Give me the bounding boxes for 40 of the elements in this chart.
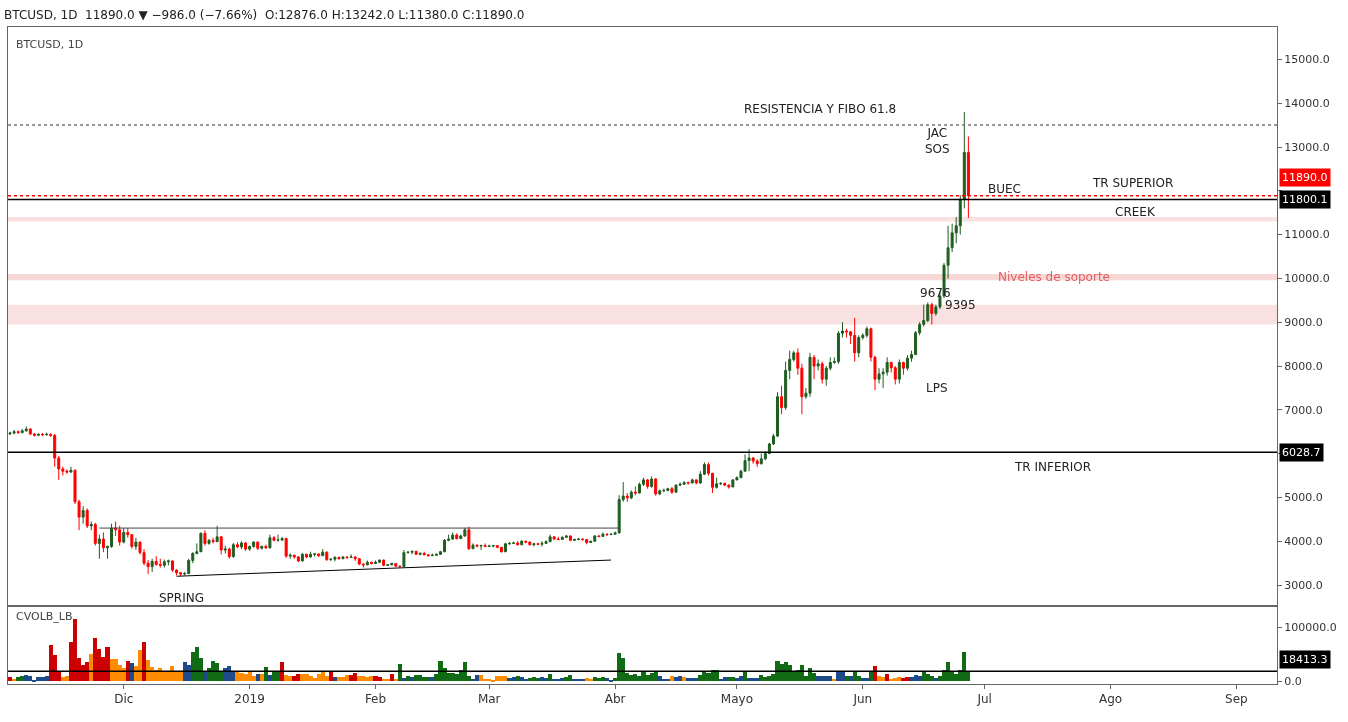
annotation: BUEC bbox=[988, 182, 1021, 196]
annotation: SPRING bbox=[159, 591, 205, 605]
y-tick-label: 3000.0 bbox=[1284, 578, 1323, 592]
band-label: Niveles de soporte bbox=[998, 270, 1110, 284]
y-tick-label: 14000.0 bbox=[1284, 97, 1330, 111]
annotation: TR SUPERIOR bbox=[1092, 176, 1174, 190]
annotation: RESISTENCIA Y FIBO 61.8 bbox=[744, 102, 897, 116]
x-tick-label: Dic bbox=[114, 692, 134, 707]
y-tick-label: 13000.0 bbox=[1284, 140, 1330, 154]
y-tick-label: 8000.0 bbox=[1284, 359, 1323, 373]
x-tick-label: Jun bbox=[852, 692, 873, 707]
y-tick-label: 5000.0 bbox=[1284, 491, 1323, 505]
ref-line-label: 11800.1 bbox=[1282, 193, 1328, 206]
x-tick-label: Feb bbox=[364, 692, 387, 707]
ref-line-label: 6028.7 bbox=[1282, 446, 1321, 459]
text: BTCUSD, 1D bbox=[16, 38, 84, 51]
ref-line-label: 11890.0 bbox=[1282, 171, 1328, 184]
x-tick-label: 2019 bbox=[234, 692, 265, 707]
x-tick-label: Sep bbox=[1225, 692, 1248, 707]
y-tick-label: 11000.0 bbox=[1284, 228, 1330, 242]
x-tick-label: Mar bbox=[477, 692, 501, 707]
x-tick-label: Mayo bbox=[720, 692, 753, 707]
y-tick-label: 4000.0 bbox=[1284, 535, 1323, 549]
x-tick-label: Abr bbox=[604, 692, 626, 707]
chart-subtitle: CVOLB_LB bbox=[16, 610, 73, 623]
ref-line-label: 18413.3 bbox=[1282, 653, 1328, 666]
y-tick-label: 10000.0 bbox=[1284, 272, 1330, 286]
annotation: LPS bbox=[926, 381, 948, 395]
y-tick-label: 15000.0 bbox=[1284, 53, 1330, 67]
x-tick-label: Jul bbox=[976, 692, 992, 707]
annotation: TR INFERIOR bbox=[1014, 460, 1092, 474]
y-tick-label: 9000.0 bbox=[1284, 316, 1323, 330]
annotation: 9395 bbox=[945, 298, 976, 312]
x-tick-label: Ago bbox=[1098, 692, 1123, 707]
annotation: CREEK bbox=[1115, 205, 1156, 219]
chart-title: BTCUSD, 1D 11890.0 ▼ −986.0 (−7.66%) O:12876.0 H:13242.0 L:11380.0 C:11890.0 bbox=[4, 8, 525, 23]
y-tick-label: 7000.0 bbox=[1284, 403, 1323, 417]
y-tick-label: 0.0 bbox=[1284, 675, 1302, 689]
y-tick-label: 100000.0 bbox=[1284, 621, 1337, 635]
annotation: JAC SOS bbox=[925, 126, 950, 156]
